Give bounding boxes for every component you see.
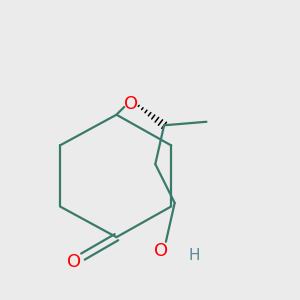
Text: O: O — [154, 242, 168, 260]
Text: O: O — [67, 253, 81, 271]
Text: H: H — [189, 248, 200, 263]
Text: O: O — [124, 95, 138, 113]
